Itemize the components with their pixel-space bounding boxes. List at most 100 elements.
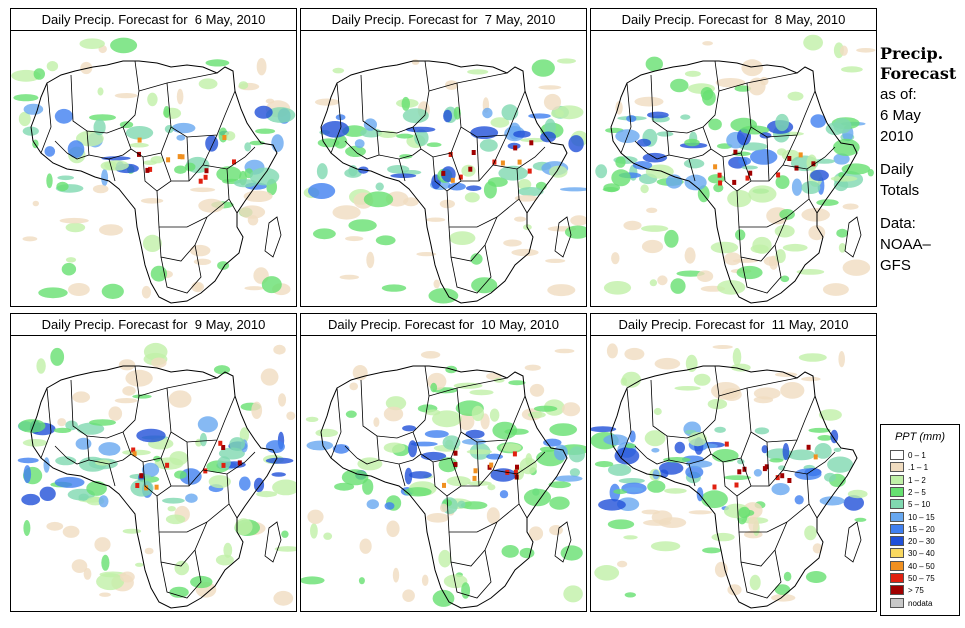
precip-cell <box>165 514 186 525</box>
legend-item: nodata <box>890 597 932 609</box>
precip-cell <box>787 449 816 461</box>
panel-title: Daily Precip. Forecast for 11 May, 2010 <box>590 313 877 337</box>
precip-cell <box>794 495 804 505</box>
legend-swatch <box>890 573 904 583</box>
forecast-panel-8-may: Daily Precip. Forecast for 8 May, 2010 <box>590 8 877 307</box>
country-border <box>736 190 810 228</box>
precip-cell <box>801 181 821 194</box>
precip-cell <box>513 130 531 138</box>
precip-cell <box>403 197 419 207</box>
country-border <box>736 495 810 533</box>
country-border <box>330 82 342 154</box>
heavy-precip-cell <box>732 179 737 185</box>
precip-cell <box>432 589 455 607</box>
side-date-2: 2010 <box>880 128 914 145</box>
precip-cell <box>710 241 739 254</box>
precip-cell <box>838 351 845 368</box>
heavy-precip-cell <box>177 154 182 160</box>
precip-cell <box>363 191 394 208</box>
country-border <box>160 152 172 182</box>
heavy-precip-cell <box>489 462 494 468</box>
precip-cell <box>657 275 668 286</box>
precip-cell <box>696 487 704 502</box>
precip-cell <box>101 283 124 299</box>
precip-cell <box>810 169 829 181</box>
precip-cell <box>136 428 166 443</box>
precip-cell <box>684 70 701 77</box>
precip-cell <box>420 351 441 359</box>
precip-cell <box>602 187 619 192</box>
precip-cell <box>120 571 135 583</box>
heavy-precip-cell <box>718 180 723 186</box>
precip-cell <box>424 430 449 438</box>
heavy-precip-cell <box>221 445 226 450</box>
country-border <box>456 387 526 443</box>
country-border <box>108 158 116 182</box>
precip-cell <box>438 457 458 473</box>
country-border <box>166 387 236 443</box>
precip-cell <box>442 435 461 450</box>
heavy-precip-cell <box>742 466 747 472</box>
precip-cell <box>549 423 577 436</box>
precip-cell <box>607 519 635 530</box>
precip-cell <box>140 198 164 204</box>
precip-cell <box>169 586 189 598</box>
precip-cell <box>253 477 265 493</box>
precip-cell <box>265 107 296 123</box>
precip-cell <box>812 543 823 554</box>
precip-cell <box>339 274 359 280</box>
precip-cell <box>141 285 151 299</box>
precip-cell <box>804 525 817 541</box>
precip-cell <box>641 239 664 254</box>
precip-cell <box>375 182 384 191</box>
legend-label: 40 – 50 <box>908 561 935 571</box>
precip-cell <box>426 142 442 147</box>
heavy-precip-cell <box>222 135 227 140</box>
africa-map <box>591 343 868 609</box>
precip-cell <box>854 517 867 522</box>
madagascar <box>554 216 572 258</box>
precip-cell <box>776 148 787 156</box>
panel-title: Daily Precip. Forecast for 7 May, 2010 <box>300 8 587 32</box>
precip-cell <box>701 490 728 509</box>
precip-cell <box>471 405 484 422</box>
precip-cell <box>313 228 336 240</box>
precip-cell <box>808 225 826 241</box>
legend-swatch <box>890 486 904 497</box>
precip-cell <box>449 231 476 246</box>
precip-cell <box>843 495 864 511</box>
precip-cell <box>430 382 438 393</box>
precip-cell <box>591 426 617 433</box>
precip-cell <box>803 34 823 51</box>
country-border <box>160 457 172 487</box>
africa-map <box>303 58 586 304</box>
precip-cell <box>76 130 104 147</box>
precip-cell <box>603 281 632 295</box>
precip-cell <box>345 410 357 418</box>
precip-cell <box>408 471 432 479</box>
precip-cell <box>782 243 808 252</box>
precip-cell <box>490 117 510 128</box>
precip-cell <box>465 429 485 439</box>
precip-cell <box>654 357 681 370</box>
precip-cell <box>595 164 608 179</box>
precip-cell <box>366 499 379 510</box>
precip-cell <box>443 109 453 123</box>
precip-cell <box>640 184 649 194</box>
precip-cell <box>44 146 56 157</box>
country-border <box>356 457 380 465</box>
heavy-precip-cell <box>148 166 153 172</box>
precip-cell <box>783 571 792 582</box>
precip-cell <box>736 265 763 280</box>
country-border <box>202 451 256 475</box>
heavy-precip-cell <box>724 441 729 447</box>
precip-cell <box>135 562 144 567</box>
precip-cell <box>273 590 294 606</box>
precip-cell <box>315 428 338 437</box>
precip-cell <box>489 408 500 422</box>
side-info: Precip. Forecast as of: 6 May 2010 Daily… <box>880 44 962 276</box>
precip-cell <box>176 88 184 105</box>
precip-cell <box>750 149 778 165</box>
precip-cell <box>644 430 666 447</box>
legend-label: .1 – 1 <box>908 463 929 473</box>
